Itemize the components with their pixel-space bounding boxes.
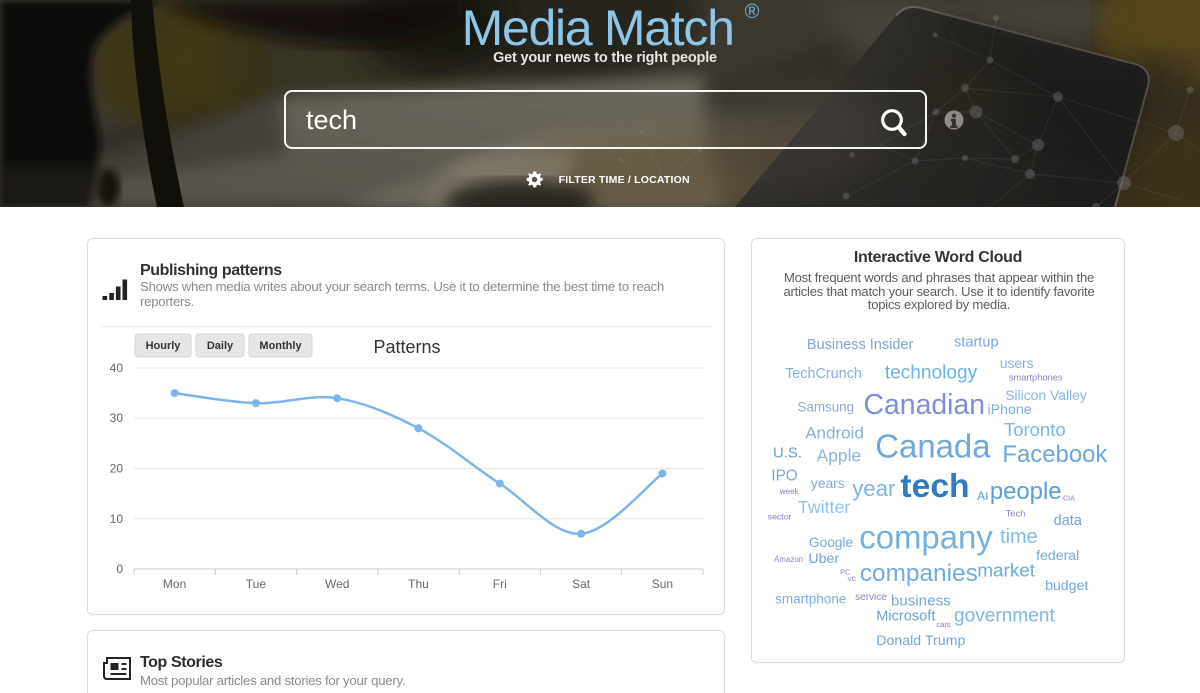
svg-text:30: 30 (110, 411, 124, 425)
svg-text:Fri: Fri (493, 577, 507, 591)
svg-text:Wed: Wed (325, 577, 349, 591)
svg-text:Daily: Daily (207, 340, 234, 352)
svg-text:Sun: Sun (652, 577, 673, 591)
svg-text:0: 0 (116, 562, 123, 576)
svg-text:Sat: Sat (572, 577, 591, 591)
svg-text:Monthly: Monthly (259, 340, 302, 352)
svg-text:Hourly: Hourly (146, 340, 182, 352)
svg-text:Tue: Tue (246, 577, 267, 591)
svg-text:Patterns: Patterns (373, 337, 440, 357)
svg-text:10: 10 (110, 512, 124, 526)
svg-text:20: 20 (110, 462, 124, 476)
svg-text:40: 40 (110, 361, 124, 375)
svg-text:Mon: Mon (163, 577, 186, 591)
svg-text:Thu: Thu (408, 577, 429, 591)
